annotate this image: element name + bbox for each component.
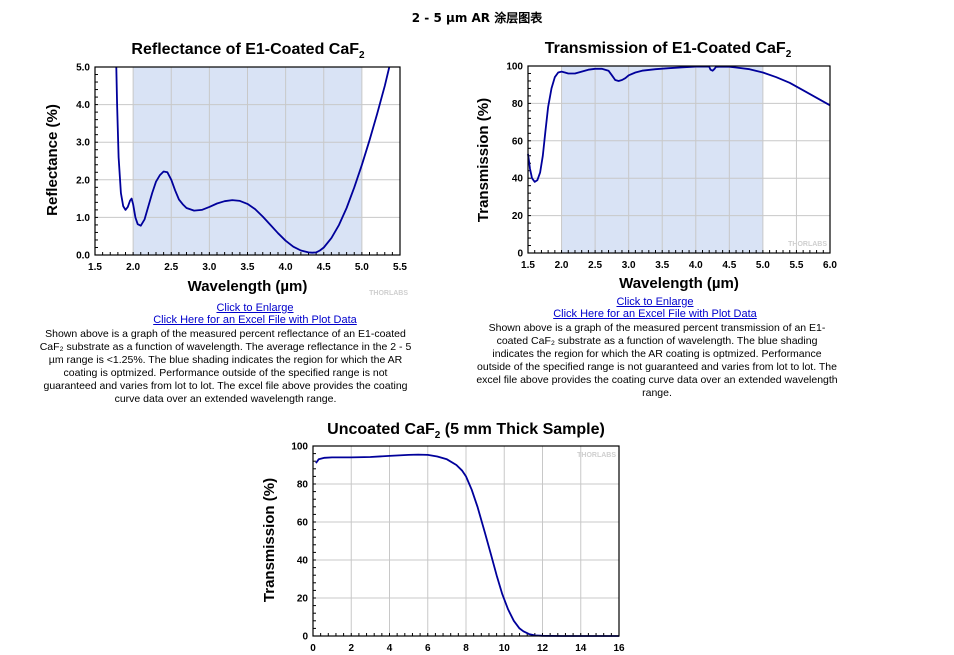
x-tick-label: 6.0 <box>823 260 837 271</box>
thorlabs-watermark: THORLABS <box>577 452 616 459</box>
subscript-2: 2 <box>435 430 441 441</box>
chart-title: Reflectance of E1-Coated CaF2 <box>131 41 365 61</box>
plot-frame <box>527 65 831 254</box>
y-tick-label: 40 <box>297 556 309 567</box>
x-tick-label: 2 <box>348 643 354 654</box>
x-tick-label: 2.5 <box>588 260 602 271</box>
data-curve <box>527 65 831 183</box>
subscript-2: 2 <box>359 50 365 61</box>
x-tick-label: 5.5 <box>789 260 803 271</box>
x-tick-label: 4.5 <box>722 260 736 271</box>
x-tick-label: 0 <box>310 643 316 654</box>
left-description: Shown above is a graph of the measured p… <box>39 328 412 405</box>
y-tick-label: 60 <box>297 518 309 529</box>
y-tick-label: 4.0 <box>76 100 90 111</box>
x-tick-label: 4 <box>387 643 393 654</box>
x-tick-label: 14 <box>575 643 587 654</box>
y-tick-label: 5.0 <box>76 63 90 74</box>
x-axis-label: Wavelength (µm) <box>188 278 308 295</box>
x-tick-label: 4.5 <box>317 262 331 273</box>
data-curve <box>115 66 391 254</box>
y-tick-label: 2.0 <box>76 175 90 186</box>
x-tick-label: 1.5 <box>521 260 535 271</box>
y-tick-label: 0 <box>517 249 523 260</box>
chart-1: 1.5 2.0 2.5 3.0 3.5 4.0 4.5 5.0 5.5 0.0 1.0 2.0 3.0 4… <box>44 41 408 297</box>
right-enlarge-link[interactable]: Click to Enlarge <box>616 296 694 308</box>
x-tick-label: 3.5 <box>655 260 669 271</box>
chart-3: 0 2 4 6 8 10 12 14 16 0 20 40 60 80 100 THORLABS Uncoate… <box>261 421 625 654</box>
x-tick-label: 4.0 <box>689 260 703 271</box>
y-tick-label: 20 <box>297 594 309 605</box>
x-tick-label: 2.0 <box>126 262 140 273</box>
data-curve <box>315 453 619 637</box>
title-rest: (5 mm Thick Sample) <box>440 421 605 438</box>
x-axis-label: Wavelength (µm) <box>619 275 739 292</box>
x-tick-label: 8 <box>463 643 469 654</box>
thorlabs-watermark: THORLABS <box>788 241 827 248</box>
left-excel-link[interactable]: Click Here for an Excel File with Plot D… <box>153 314 357 326</box>
x-tick-label: 4.0 <box>279 262 293 273</box>
y-axis-label: Transmission (%) <box>261 478 278 602</box>
left-links: Click to Enlarge Click Here for an Excel… <box>95 302 415 326</box>
x-tick-label: 6 <box>425 643 431 654</box>
y-tick-label: 80 <box>512 99 524 110</box>
x-tick-label: 5.0 <box>355 262 369 273</box>
x-tick-label: 1.5 <box>88 262 102 273</box>
left-enlarge-link[interactable]: Click to Enlarge <box>216 302 294 314</box>
y-tick-label: 60 <box>512 136 524 147</box>
y-tick-label: 80 <box>297 480 309 491</box>
y-tick-label: 3.0 <box>76 138 90 149</box>
x-tick-label: 3.0 <box>202 262 216 273</box>
x-tick-label: 2.5 <box>164 262 178 273</box>
x-tick-label: 3.5 <box>241 262 255 273</box>
y-tick-label: 40 <box>512 174 524 185</box>
chart-title: Uncoated CaF2 (5 mm Thick Sample) <box>327 421 605 441</box>
y-axis-label: Reflectance (%) <box>44 104 61 216</box>
y-tick-label: 0.0 <box>76 251 90 262</box>
plot-frame <box>94 66 401 256</box>
x-tick-label: 5.0 <box>756 260 770 271</box>
y-axis-label: Transmission (%) <box>475 98 492 222</box>
x-tick-label: 2.0 <box>555 260 569 271</box>
x-tick-label: 3.0 <box>622 260 636 271</box>
x-tick-label: 12 <box>537 643 549 654</box>
y-tick-label: 100 <box>291 442 308 453</box>
y-tick-label: 1.0 <box>76 213 90 224</box>
right-excel-link[interactable]: Click Here for an Excel File with Plot D… <box>553 308 757 320</box>
y-tick-label: 20 <box>512 211 524 222</box>
x-tick-label: 16 <box>613 643 625 654</box>
x-tick-label: 10 <box>499 643 511 654</box>
y-tick-label: 0 <box>302 632 308 643</box>
plot-frame <box>312 445 620 637</box>
chart-2: 1.5 2.0 2.5 3.0 3.5 4.0 4.5 5.0 5.5 6.0 0 20 40 60 80 1… <box>475 40 837 292</box>
right-links: Click to Enlarge Click Here for an Excel… <box>490 296 820 320</box>
right-description: Shown above is a graph of the measured p… <box>476 322 838 399</box>
subscript-2: 2 <box>786 49 792 60</box>
chart-title: Transmission of E1-Coated CaF2 <box>545 40 792 60</box>
thorlabs-watermark: THORLABS <box>369 290 408 297</box>
y-tick-label: 100 <box>506 62 523 73</box>
page-title: 2 - 5 µm AR 涂层图表 <box>411 11 543 25</box>
x-tick-label: 5.5 <box>393 262 407 273</box>
